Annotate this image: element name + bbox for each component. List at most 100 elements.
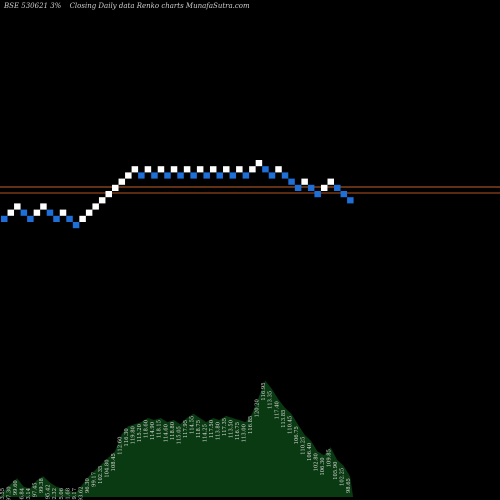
down-brick — [334, 184, 341, 191]
volume-price-label: 97.30 — [7, 487, 13, 500]
volume-price-label: 113.85 — [281, 410, 287, 428]
volume-price-label: 91.68 — [65, 488, 71, 500]
volume-price-label: 119.80 — [131, 426, 137, 444]
up-brick — [327, 178, 334, 185]
volume-price-label: 93.55 — [0, 488, 6, 500]
down-brick — [268, 172, 276, 179]
down-brick — [307, 184, 315, 191]
up-brick — [209, 166, 217, 173]
volume-price-label: 116.75 — [235, 422, 241, 440]
down-brick — [242, 172, 250, 179]
volume-price-label: 92.32 — [52, 488, 58, 500]
up-brick — [59, 209, 67, 216]
down-brick — [281, 172, 289, 179]
down-brick — [314, 191, 321, 198]
down-brick — [288, 178, 295, 185]
down-brick — [190, 172, 197, 179]
down-brick — [203, 172, 210, 179]
up-brick — [170, 166, 178, 173]
volume-price-label: 106.40 — [307, 443, 313, 461]
stock-code: BSE 530621 3% — [4, 2, 62, 10]
up-brick — [40, 203, 47, 210]
up-brick — [33, 209, 41, 216]
down-brick — [27, 215, 34, 222]
up-brick — [157, 166, 165, 173]
up-brick — [7, 209, 15, 216]
down-brick — [347, 197, 354, 204]
reference-lines — [0, 186, 500, 194]
volume-price-label: 98.65 — [346, 478, 352, 493]
volume-price-label: 102.35 — [98, 466, 104, 484]
volume-price-label: 99.60 — [13, 480, 19, 495]
volume-price-label: 118.75 — [196, 420, 202, 438]
up-brick — [105, 191, 112, 198]
volume-price-label: 117.35 — [222, 418, 228, 436]
volume-price-label: 113.50 — [229, 420, 235, 438]
up-brick — [131, 166, 139, 173]
volume-price-label: 99.17 — [91, 472, 97, 487]
down-brick — [1, 215, 8, 222]
up-brick — [223, 166, 230, 173]
up-brick — [92, 203, 99, 210]
down-brick — [340, 191, 348, 198]
down-brick — [151, 172, 158, 179]
volume-price-label: 110.45 — [287, 416, 293, 434]
volume-price-label: 95.06 — [59, 488, 65, 500]
volume-price-label: 118.15 — [157, 420, 163, 438]
down-brick — [262, 166, 269, 173]
up-brick — [118, 178, 126, 185]
down-brick — [138, 172, 145, 179]
down-brick — [66, 215, 73, 222]
volume-price-label: 97.45 — [33, 482, 39, 497]
volume-price-label: 117.50 — [209, 420, 215, 438]
volume-price-label: 93.62 — [78, 487, 84, 500]
up-brick — [255, 160, 263, 167]
volume-price-label: 93.14 — [26, 487, 32, 500]
volume-price-label: 104.80 — [105, 460, 111, 478]
volume-price-label: 99.38 — [39, 478, 45, 493]
volume-price-label: 106.30 — [320, 457, 326, 475]
volume-price-label: 106.75 — [294, 426, 300, 444]
up-brick — [14, 203, 21, 210]
up-brick — [236, 166, 243, 173]
chart-header: BSE 530621 3% Closing Daily data Renko c… — [4, 2, 256, 10]
volume-area — [0, 380, 354, 497]
down-brick — [46, 209, 54, 216]
volume-price-label: 114.60 — [163, 424, 169, 442]
volume-price-label: 102.25 — [340, 468, 346, 486]
up-brick — [125, 172, 132, 179]
down-brick — [72, 222, 80, 229]
volume-price-label: 114.55 — [189, 416, 195, 434]
up-brick — [112, 184, 119, 191]
volume-price-label: 89.17 — [72, 488, 78, 500]
volume-price-label: 95.42 — [46, 484, 52, 499]
volume-price-label: 118.60 — [144, 420, 150, 438]
volume-price-label: 116.85 — [248, 416, 254, 434]
up-brick — [85, 209, 93, 216]
up-brick — [183, 166, 191, 173]
volume-price-label: 113.00 — [242, 424, 248, 442]
up-brick — [79, 215, 86, 222]
volume-price-label: 96.30 — [85, 478, 91, 493]
volume-price-label: 116.30 — [124, 428, 130, 446]
down-brick — [229, 172, 237, 179]
volume-price-label: 120.20 — [255, 399, 261, 417]
renko-bricks — [1, 160, 354, 229]
down-brick — [53, 215, 60, 222]
up-brick — [275, 166, 282, 173]
volume-price-label: 109.85 — [327, 449, 333, 467]
volume-price-label: 116.95 — [261, 383, 267, 401]
volume-price-label: 114.25 — [202, 424, 208, 442]
up-brick — [301, 178, 308, 185]
volume-price-label: 114.90 — [150, 422, 156, 440]
down-brick — [20, 209, 28, 216]
up-brick — [196, 166, 204, 173]
volume-price-label: 110.25 — [300, 437, 306, 455]
chart-tagline: Closing Daily data Renko charts MunafaSu… — [69, 2, 250, 10]
volume-price-label: 105.90 — [333, 462, 339, 480]
volume-price-label: 118.80 — [170, 422, 176, 440]
volume-fill — [0, 380, 354, 497]
down-brick — [294, 184, 302, 191]
